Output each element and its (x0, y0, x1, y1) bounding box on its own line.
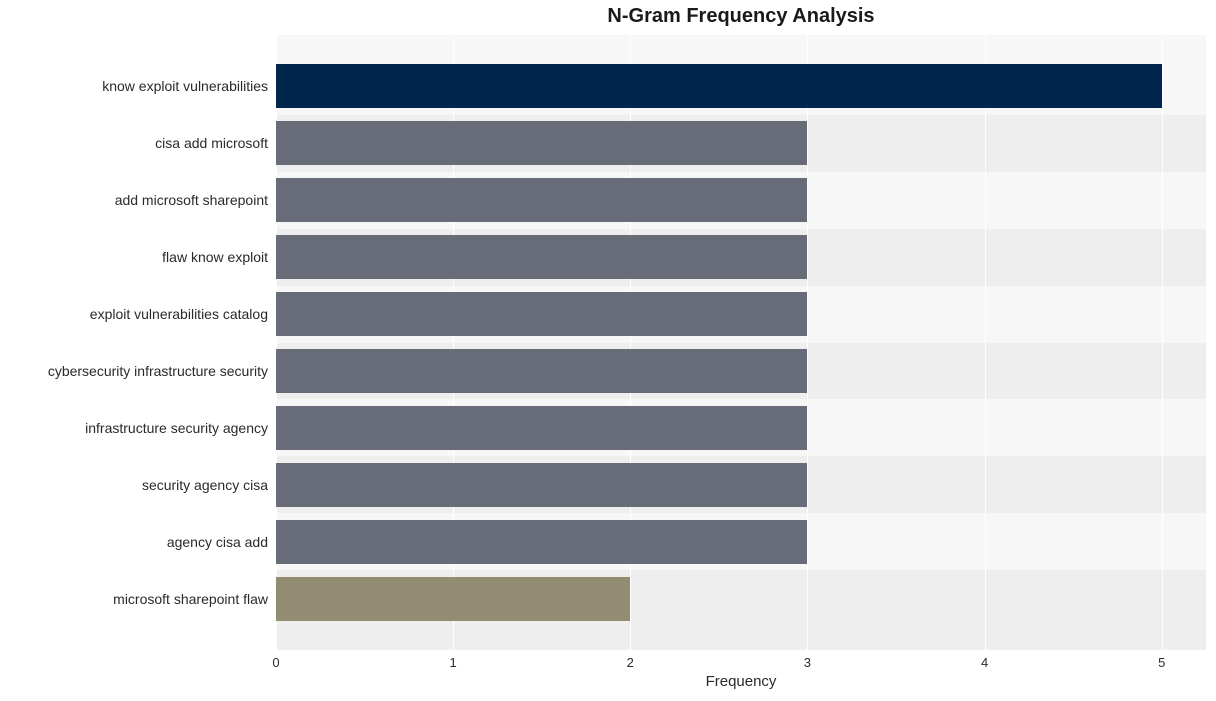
ngram-frequency-chart: N-Gram Frequency Analysis know exploit v… (0, 0, 1216, 701)
chart-title: N-Gram Frequency Analysis (276, 5, 1206, 28)
y-tick-label: cisa add microsoft (155, 135, 268, 151)
bar (276, 292, 807, 336)
y-tick-label: security agency cisa (142, 477, 268, 493)
x-axis-label: Frequency (276, 673, 1206, 690)
bar (276, 577, 630, 621)
x-tick-label: 1 (450, 655, 457, 670)
y-tick-label: agency cisa add (167, 534, 268, 550)
bar (276, 463, 807, 507)
y-tick-label: add microsoft sharepoint (115, 192, 268, 208)
plot-area (276, 35, 1206, 650)
y-tick-label: exploit vulnerabilities catalog (90, 306, 268, 322)
bar (276, 406, 807, 450)
bar (276, 235, 807, 279)
gridline (985, 35, 986, 650)
bar (276, 121, 807, 165)
bar (276, 349, 807, 393)
y-tick-label: cybersecurity infrastructure security (48, 363, 268, 379)
x-tick-label: 5 (1158, 655, 1165, 670)
x-tick-label: 2 (627, 655, 634, 670)
bar (276, 520, 807, 564)
bar (276, 64, 1162, 108)
plot-row-band (276, 627, 1206, 650)
y-tick-label: flaw know exploit (162, 249, 268, 265)
y-tick-label: infrastructure security agency (85, 420, 268, 436)
gridline (807, 35, 808, 650)
x-tick-label: 0 (272, 655, 279, 670)
x-tick-label: 4 (981, 655, 988, 670)
bar (276, 178, 807, 222)
y-tick-label: know exploit vulnerabilities (102, 78, 268, 94)
x-tick-label: 3 (804, 655, 811, 670)
gridline (1162, 35, 1163, 650)
y-tick-label: microsoft sharepoint flaw (113, 591, 268, 607)
